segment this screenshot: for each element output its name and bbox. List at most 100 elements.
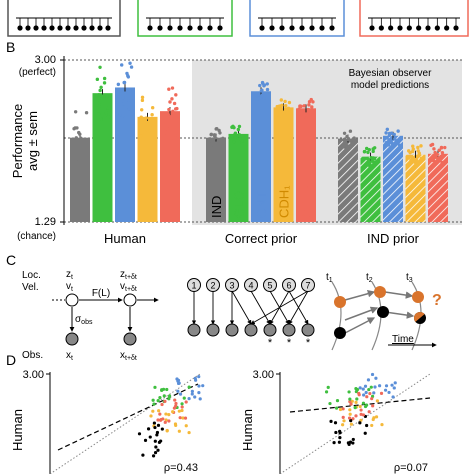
- subject-dot: [306, 107, 311, 112]
- group-label-2: IND prior: [367, 231, 420, 246]
- bar-hatch-glo: [360, 156, 381, 222]
- subject-dot: [165, 127, 169, 131]
- bar-correct-prior-cdh1: [273, 107, 294, 222]
- scatter-point: [180, 408, 184, 413]
- scatter-point: [357, 391, 361, 395]
- panel-a-node-dots: [16, 17, 460, 31]
- scatter-point: [165, 429, 169, 433]
- tree-edge: [250, 290, 309, 325]
- scatter-point: [155, 433, 159, 437]
- scatter-point: [151, 398, 155, 402]
- panel-b-label: B: [6, 39, 15, 55]
- panel-a-node: [17, 25, 23, 31]
- scatter-point: [154, 445, 158, 449]
- subject-dot: [439, 145, 444, 150]
- scatter-point: [176, 389, 180, 393]
- bar-label-ind: IND: [209, 196, 224, 218]
- subject-dot: [173, 133, 178, 137]
- scatter-point: [156, 423, 161, 427]
- scatter-point: [341, 423, 345, 427]
- scatter-point: [361, 413, 366, 417]
- panel-a-node: [89, 25, 95, 31]
- subject-dot: [129, 99, 134, 103]
- scatter-point: [338, 436, 342, 440]
- subject-dot: [440, 160, 444, 165]
- subject-dot: [221, 136, 225, 141]
- scatter-point: [351, 417, 355, 421]
- scatter-left-identity-line: [49, 373, 201, 474]
- subject-dot: [260, 80, 265, 85]
- subject-dot: [127, 107, 131, 111]
- panel-a-box-cnt: [249, 0, 345, 37]
- scatter-point: [367, 410, 371, 414]
- scatter-point: [384, 384, 389, 388]
- subject-dot: [307, 103, 311, 107]
- bar-human-glo: [92, 93, 113, 222]
- y-axis-label-line2: avg ± sem: [25, 111, 40, 171]
- subject-dot: [437, 148, 442, 152]
- panel-a-node: [147, 25, 153, 31]
- tree-obs-node: [244, 323, 258, 337]
- subject-dot: [260, 93, 264, 98]
- subject-dot: [371, 160, 376, 164]
- subject-dot: [97, 104, 101, 109]
- subject-dot: [432, 147, 436, 151]
- subject-dot: [75, 126, 79, 130]
- scatter-point: [363, 404, 368, 409]
- subject-dot: [265, 87, 270, 92]
- subject-dot: [276, 113, 281, 117]
- scatter-point: [358, 421, 362, 425]
- tree-star: *: [268, 337, 273, 349]
- scatter-point: [180, 402, 184, 406]
- subject-dot: [95, 94, 99, 98]
- subject-dot: [365, 146, 369, 151]
- scatter-point: [364, 390, 368, 395]
- subject-dot: [341, 144, 345, 149]
- scatter-point: [158, 412, 162, 416]
- bar-hatch-cdh2: [428, 153, 448, 222]
- subject-dot: [302, 104, 306, 108]
- scatter-point: [197, 391, 201, 395]
- tree-node-number: 2: [210, 281, 215, 291]
- panel-a-node: [57, 25, 63, 31]
- t2-label: t2: [366, 272, 373, 284]
- tree-top-node-6: [282, 278, 296, 292]
- subject-dot: [237, 133, 241, 137]
- subject-dot: [121, 101, 126, 106]
- subject-dot: [82, 148, 86, 152]
- subject-dot: [389, 131, 394, 135]
- time-edge-2: [344, 306, 379, 321]
- scatter-point: [349, 419, 353, 423]
- panel-a-box-glo: [137, 0, 233, 37]
- obs-node-t: [65, 332, 79, 346]
- panel-a-node: [25, 25, 31, 31]
- subject-dot: [384, 143, 389, 147]
- scatter-point: [380, 423, 384, 427]
- subject-dot: [232, 140, 236, 144]
- scatter-point: [348, 400, 352, 404]
- bar-hatch-cdh1: [405, 154, 426, 222]
- scatter-point: [328, 401, 332, 406]
- subject-dot: [431, 158, 436, 163]
- scatter-point: [157, 440, 162, 444]
- group-label-0: Human: [104, 231, 146, 246]
- scatter-right-ylabel: Human: [240, 409, 255, 451]
- scatter-point: [160, 402, 164, 407]
- scatter-point: [171, 410, 175, 414]
- tree-obs-node: [263, 323, 277, 337]
- subject-dot: [175, 106, 179, 111]
- panel-a-node: [299, 25, 305, 31]
- scatter-point: [165, 387, 169, 392]
- scatter-point: [156, 418, 160, 422]
- subject-dot: [102, 81, 107, 85]
- time-edge-4: [384, 291, 414, 299]
- panel-a-node: [65, 25, 71, 31]
- scatter-point: [358, 386, 362, 390]
- scatter-point: [177, 429, 181, 433]
- subject-dot: [162, 133, 166, 137]
- v-t-label: vt: [66, 281, 73, 293]
- scatter-point: [155, 430, 160, 435]
- subject-dot: [214, 127, 218, 131]
- z-t-label: zt: [66, 269, 73, 281]
- subject-dot: [287, 100, 292, 105]
